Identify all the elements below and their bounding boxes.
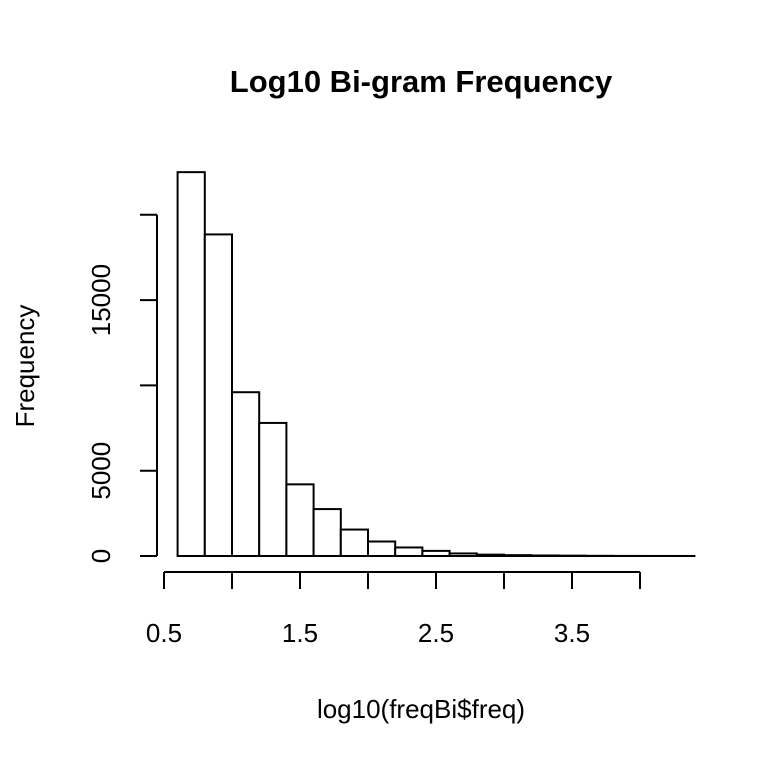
y-tick-label: 5000 [86, 442, 116, 500]
y-tick-label: 0 [86, 549, 116, 563]
histogram-bar [176, 171, 206, 557]
x-tick-label: 0.5 [146, 618, 182, 648]
histogram-bar [339, 528, 369, 558]
x-tick-label: 3.5 [554, 618, 590, 648]
histogram-bar [258, 421, 288, 557]
histogram-bar [503, 554, 533, 557]
histogram-bar [285, 483, 315, 557]
y-axis-label: Frequency [10, 305, 40, 428]
y-axis: 0 5000 15000 [86, 213, 158, 563]
histogram-bar [421, 549, 451, 558]
bars-group [176, 171, 696, 558]
x-tick-label: 2.5 [418, 618, 454, 648]
x-axis-label: log10(freqBi$freq) [317, 694, 525, 724]
chart-title: Log10 Bi-gram Frequency [230, 64, 613, 99]
y-tick-label: 15000 [86, 264, 116, 336]
histogram-bar [203, 233, 234, 557]
histogram-bar [394, 546, 424, 557]
x-axis: 0.5 1.5 2.5 3.5 [146, 571, 641, 648]
histogram-bar [367, 540, 397, 558]
histogram-bar [312, 508, 342, 557]
histogram-bar [475, 553, 505, 557]
x-tick-label: 1.5 [282, 618, 318, 648]
histogram-bar [231, 391, 261, 557]
histogram-bar [530, 554, 560, 558]
histogram-bar [448, 552, 478, 557]
